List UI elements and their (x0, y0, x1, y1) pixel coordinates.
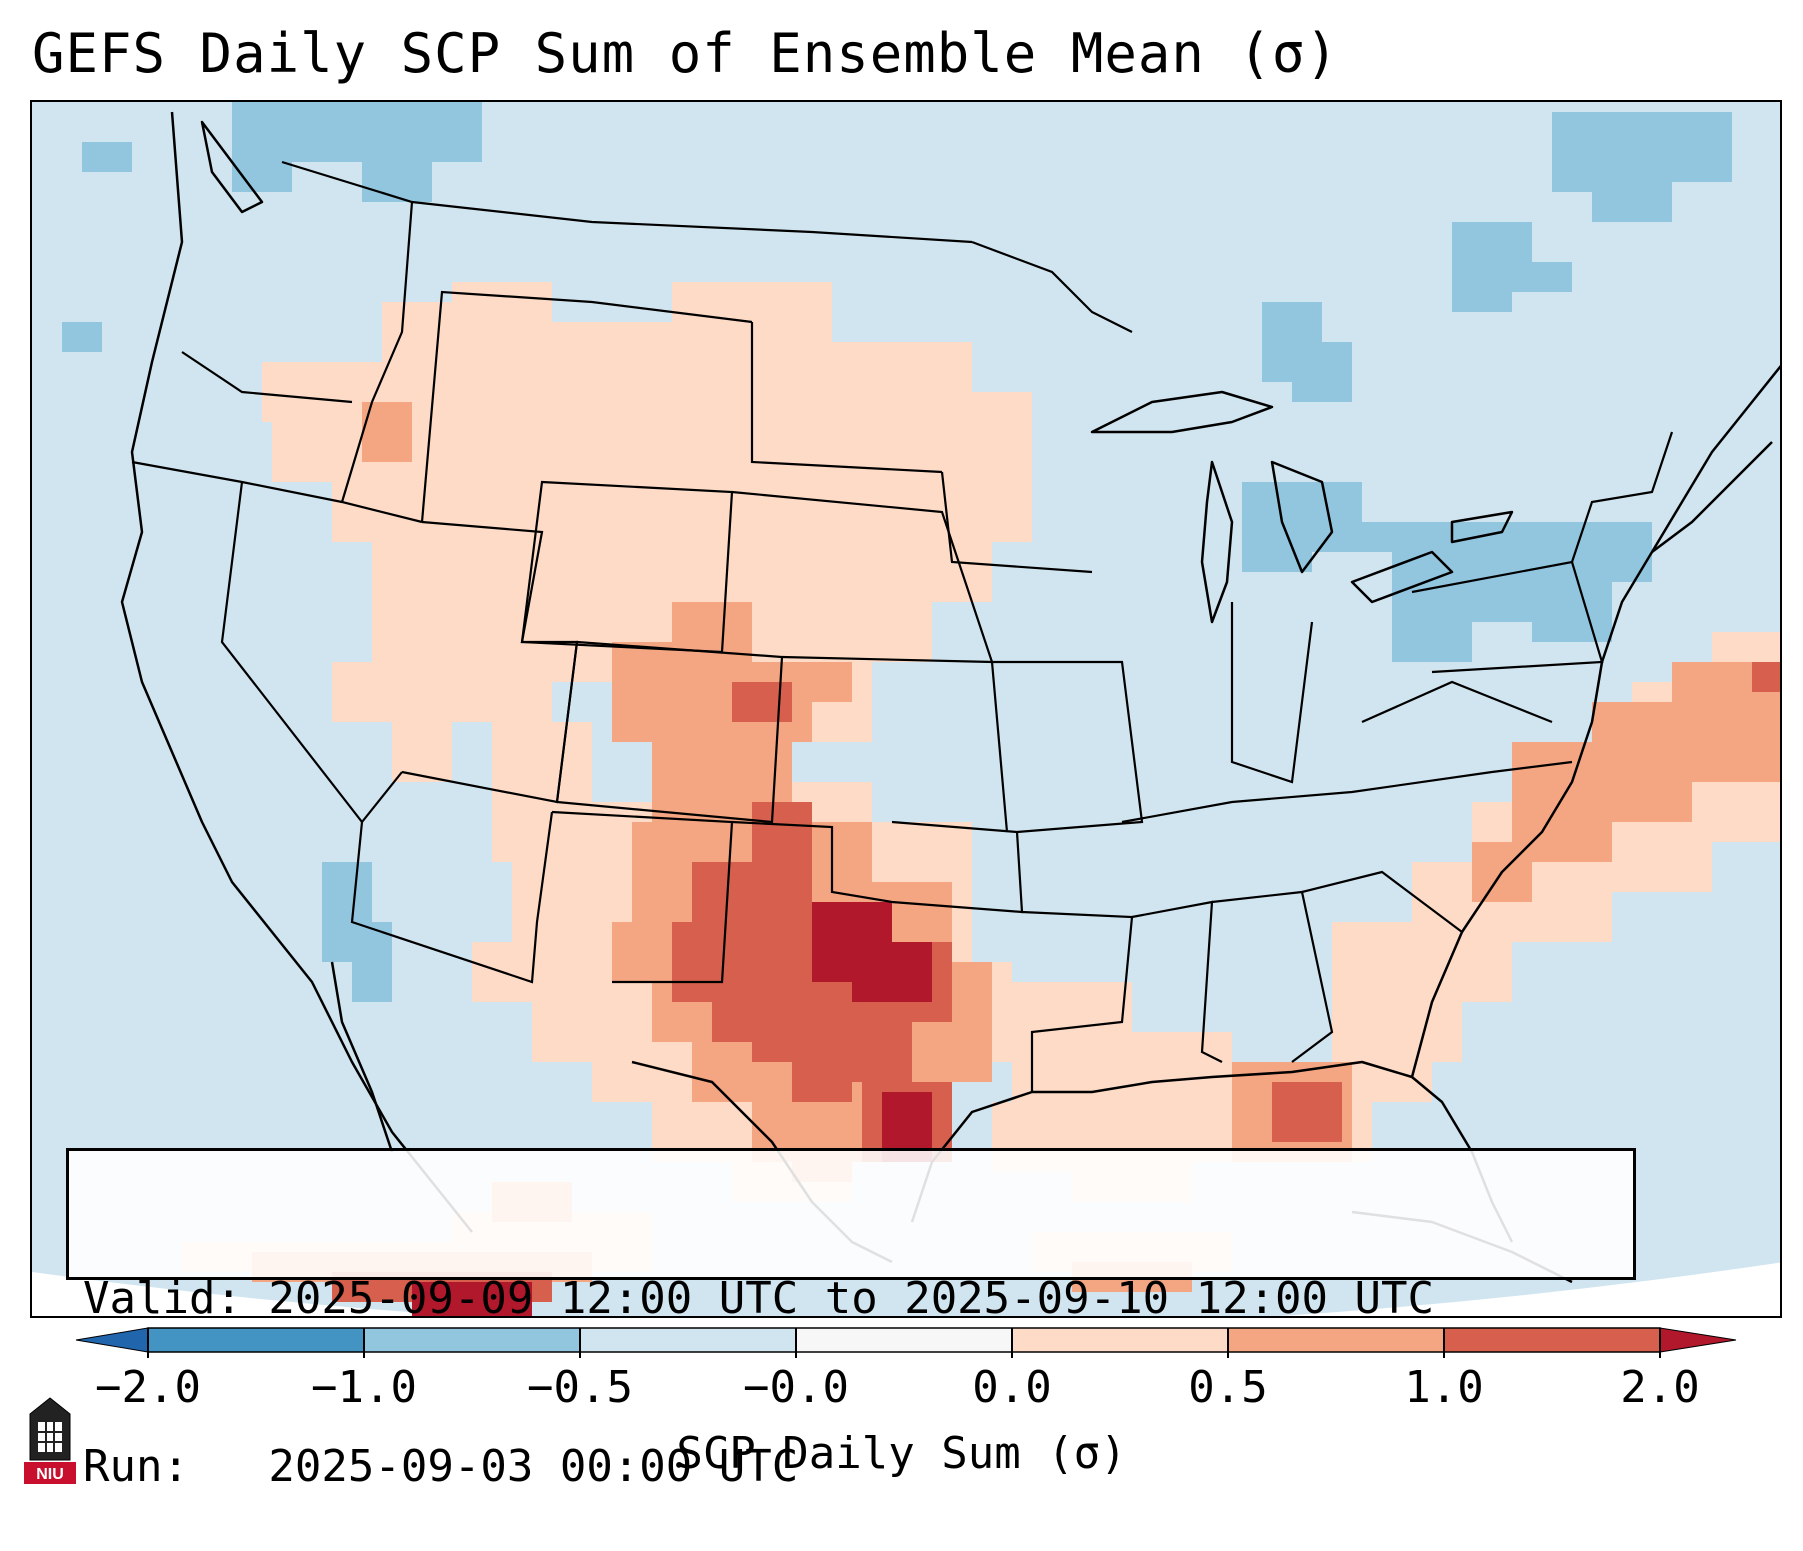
lake-superior (1090, 390, 1274, 434)
pos4-mexico-south (412, 1282, 532, 1316)
pos4-texas-north (812, 902, 932, 1002)
colorbar-segment-4 (796, 1328, 1012, 1352)
pos2-atlantic-band (1472, 662, 1780, 902)
vancouver-island (200, 120, 264, 214)
border-canada-east (971, 240, 1133, 333)
border-ar-la (1021, 910, 1134, 1092)
colorbar-segment-1 (148, 1328, 364, 1352)
border-canada-west (281, 160, 973, 244)
colorbar-segment-7 (1444, 1328, 1660, 1352)
colorbar-segment-2 (364, 1328, 580, 1352)
colorbar-tick-label: −0.5 (527, 1362, 633, 1413)
border-nv-ca (220, 481, 363, 823)
colorbar-tick-label: 1.0 (1404, 1362, 1484, 1413)
pos3-atlantic-edge (1752, 662, 1780, 692)
state-borders (131, 160, 1674, 1092)
logo-banner (24, 1462, 76, 1484)
border-wa-or (181, 351, 353, 404)
neg-area-pacific-nw (232, 102, 482, 202)
colorbar-tick-label: 2.0 (1620, 1362, 1700, 1413)
neg-area-quebec (1452, 222, 1572, 312)
colorbar-tick-label: −2.0 (95, 1362, 201, 1413)
neg-area-northeast (1392, 522, 1652, 662)
validity-info-box: Valid: 2025-09-09 12:00 UTC to 2025-09-1… (66, 1148, 1636, 1492)
scp-map (32, 102, 1780, 1316)
valid-time-line: Valid: 2025-09-09 12:00 UTC to 2025-09-1… (83, 1273, 1435, 1324)
lake-erie (1350, 550, 1454, 604)
colorbar-tick-label: 0.5 (1188, 1362, 1268, 1413)
pos4-texas-houston (882, 1092, 932, 1162)
negative-anomaly-areas (62, 102, 1732, 1002)
colorbar-segment-5 (1012, 1328, 1228, 1352)
border-wv-va (1361, 680, 1553, 724)
border-al-ga (1211, 890, 1334, 1063)
pos3-gulf (1272, 1082, 1342, 1142)
colorbar-segment-6 (1228, 1328, 1444, 1352)
border-mn-ia (940, 471, 1093, 574)
colorbar-segment-3 (580, 1328, 796, 1352)
border-ne-sd (731, 490, 994, 663)
border-nm-tx (551, 810, 734, 984)
map-outside-domain (32, 1262, 1780, 1316)
border-oh-in (1230, 602, 1314, 784)
neg-area-labrador (1552, 112, 1732, 222)
coast-atlantic (1410, 364, 1780, 1078)
niu-logo: NIU (24, 1397, 76, 1484)
colorbar-title: SCP Daily Sum (σ) (676, 1428, 1127, 1479)
neg-area-pacific-2 (82, 142, 132, 172)
coast-maine (1651, 441, 1773, 553)
border-id-west (340, 201, 423, 524)
pos1-northern-rockies (262, 282, 1032, 782)
border-mt-south (420, 290, 753, 523)
colorbar-arrow-low (75, 1327, 149, 1353)
colorbar-tick-label: −0.0 (743, 1362, 849, 1413)
border-tn-ky (1121, 760, 1573, 824)
logo-text: NIU (36, 1466, 64, 1483)
lake-ontario (1450, 510, 1514, 544)
border-ut-az (401, 520, 579, 804)
pos3-kansas (732, 682, 792, 722)
pos2-idaho (362, 402, 412, 462)
run-time-line: Run: 2025-09-03 00:00 UTC (83, 1441, 799, 1492)
lake-huron (1270, 460, 1334, 574)
neg-area-ontario (1262, 302, 1352, 402)
neg-area-baja (322, 862, 392, 1002)
border-ga-sc (1301, 870, 1463, 933)
colorbar-arrow-high (1659, 1327, 1737, 1353)
logo-windows (38, 1422, 62, 1452)
colorbar-tick-label: 0.0 (972, 1362, 1052, 1413)
positive-anomaly-level-4 (412, 902, 932, 1316)
border-ms-al (1131, 900, 1223, 1063)
pos1-gulf-coast (1392, 942, 1462, 1062)
border-mo (992, 660, 1144, 834)
map-panel (30, 100, 1782, 1318)
colorbar-ticks (147, 1328, 1661, 1358)
border-pa-ny (1411, 560, 1604, 674)
lake-michigan (1200, 460, 1234, 624)
colorbar-tick-label: −1.0 (311, 1362, 417, 1413)
colorbar (75, 1327, 1737, 1358)
coast-pacific (120, 111, 473, 1233)
border-nd-sd (750, 322, 943, 474)
map-title: GEFS Daily SCP Sum of Ensemble Mean (σ) (32, 22, 1339, 85)
neg-area-pacific-1 (62, 322, 102, 352)
coast-baja (330, 961, 394, 1153)
coast-gulf-north (910, 1060, 1413, 1223)
border-ne-states (1570, 431, 1674, 563)
border-az-nm (350, 771, 554, 984)
